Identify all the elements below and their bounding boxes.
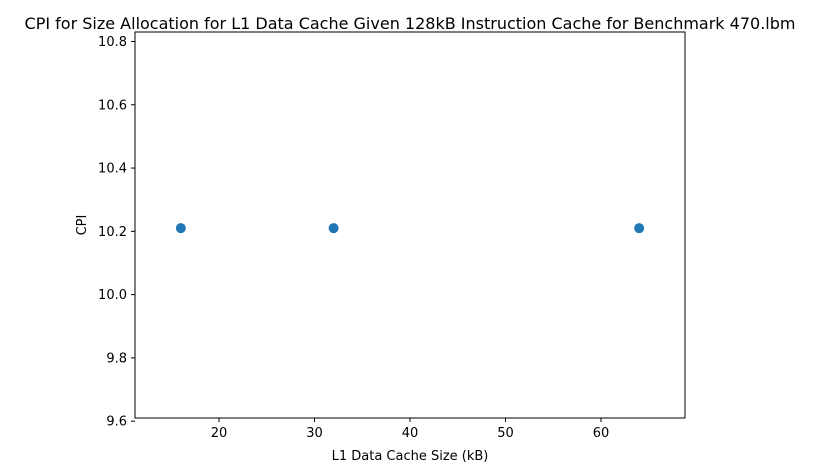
- y-tick-label: 10.6: [98, 98, 127, 113]
- x-tick-label: 40: [402, 426, 419, 441]
- data-point: [634, 223, 645, 234]
- y-axis-label: CPI: [75, 215, 90, 236]
- x-axis-label: L1 Data Cache Size (kB): [332, 449, 489, 464]
- y-tick-label: 10.0: [98, 288, 127, 303]
- y-tick-label: 9.8: [106, 351, 127, 366]
- data-point: [175, 223, 186, 234]
- chart-title: CPI for Size Allocation for L1 Data Cach…: [25, 14, 796, 33]
- y-tick-label: 9.6: [106, 415, 127, 430]
- x-ticks: 20 30 40 50 60: [211, 418, 609, 441]
- y-tick-label: 10.2: [98, 225, 127, 240]
- y-tick-label: 10.8: [98, 35, 127, 50]
- x-tick-label: 50: [497, 426, 514, 441]
- plot-frame: [134, 31, 686, 419]
- x-tick-label: 30: [306, 426, 323, 441]
- data-point: [328, 223, 339, 234]
- x-tick-label: 60: [593, 426, 610, 441]
- y-tick-label: 10.4: [98, 162, 127, 177]
- x-tick-label: 20: [211, 426, 228, 441]
- y-ticks: 9.6 9.8 10.0 10.2 10.4 10.6 10.8: [98, 35, 135, 430]
- data-points: [175, 223, 645, 234]
